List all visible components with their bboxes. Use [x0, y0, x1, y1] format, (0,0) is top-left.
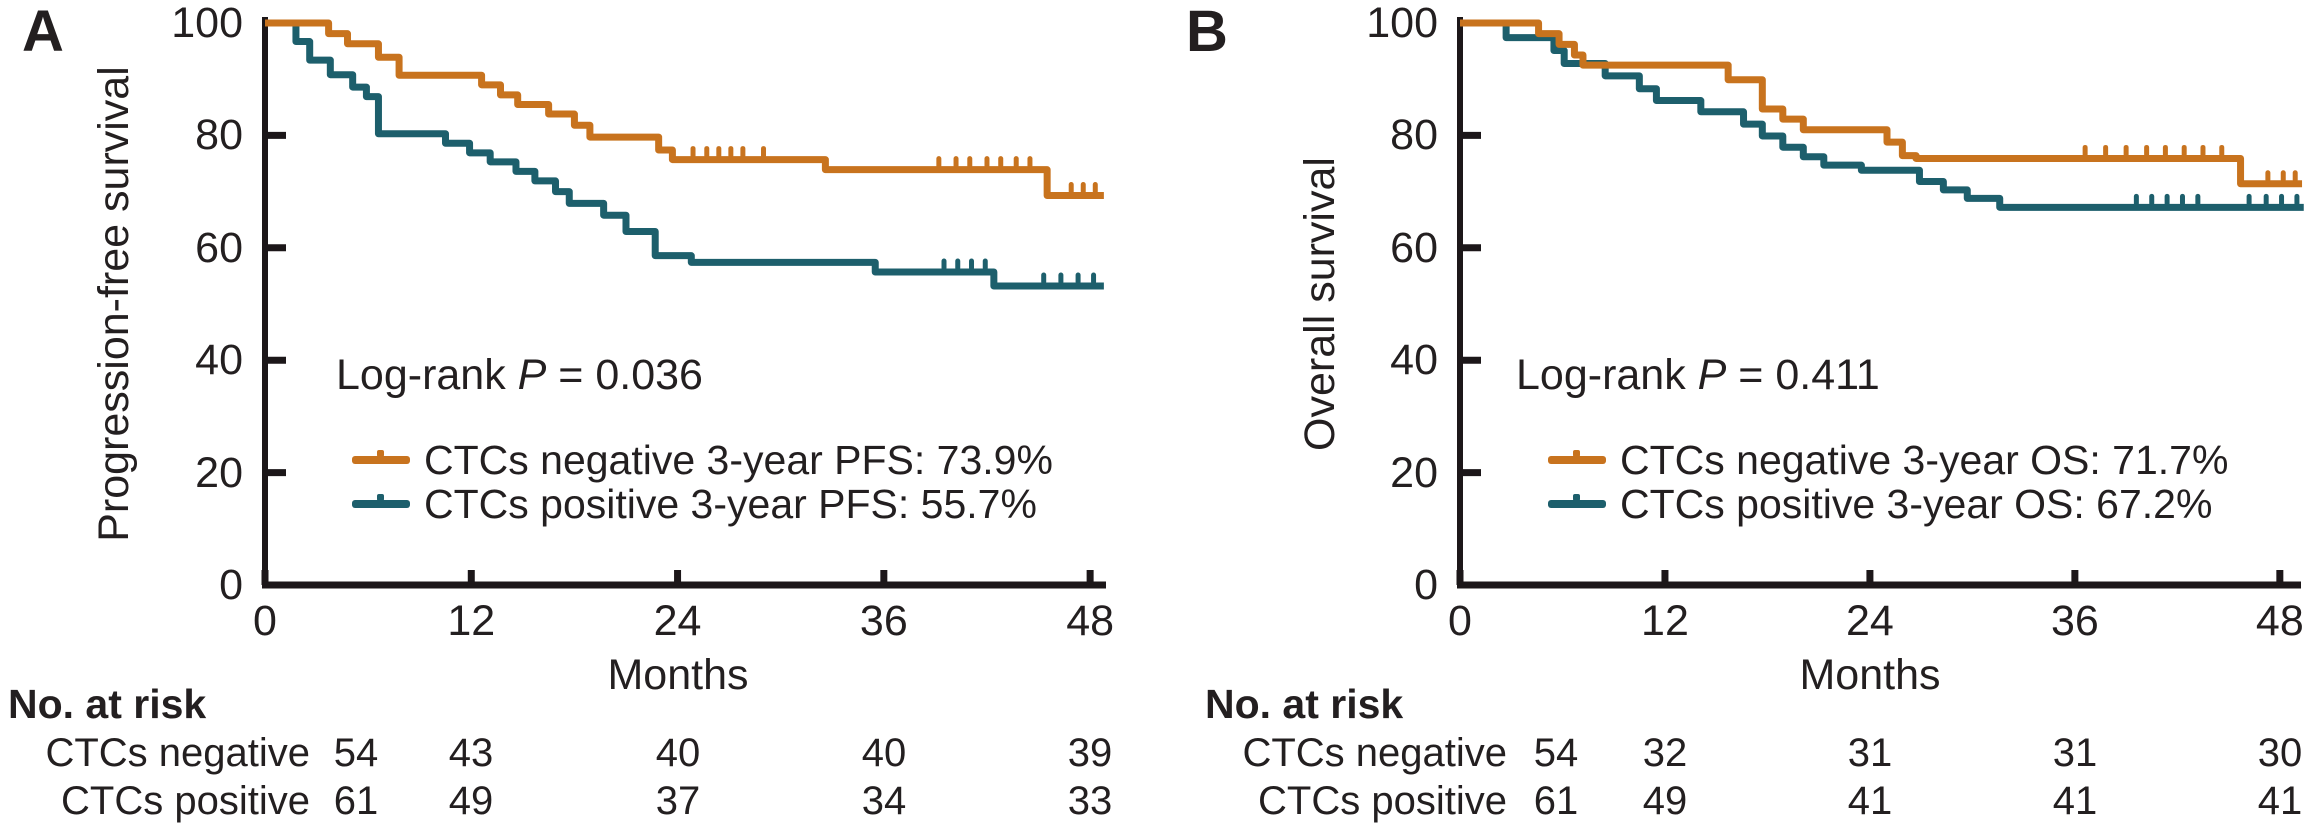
risk-row-label: CTCs positive — [1258, 779, 1507, 823]
risk-count: 49 — [1642, 779, 1688, 823]
x-tick-label: 24 — [653, 597, 702, 645]
legend-swatch — [1548, 500, 1606, 508]
risk-count: 43 — [448, 731, 494, 775]
survival-curve-ctcs-positive — [1460, 19, 2304, 211]
legend-swatch-censor-tick — [377, 494, 384, 501]
x-tick-label: 12 — [1641, 597, 1689, 645]
risk-row-label: CTCs negative — [1242, 731, 1507, 775]
risk-count: 41 — [2257, 779, 2303, 823]
risk-count: 31 — [1847, 731, 1893, 775]
legend-item: CTCs negative 3-year OS: 71.7% — [1548, 434, 2248, 486]
legend-label: CTCs positive 3-year OS: 67.2% — [1620, 481, 2213, 527]
x-tick-label: 0 — [253, 597, 277, 645]
x-tick-label: 12 — [447, 597, 496, 645]
y-tick-label: 40 — [195, 336, 243, 385]
risk-count: 30 — [2257, 731, 2303, 775]
legend-label: CTCs negative 3-year PFS: 73.9% — [424, 437, 1053, 483]
risk-row-label: CTCs positive — [61, 779, 310, 823]
panel-b-x-axis-title: Months — [1799, 651, 1941, 699]
legend-swatch — [1548, 456, 1606, 464]
panel-b-letter: B — [1186, 0, 1228, 64]
risk-count: 41 — [2052, 779, 2098, 823]
y-tick-label: 100 — [171, 0, 243, 47]
risk-count: 31 — [2052, 731, 2098, 775]
risk-count: 61 — [1533, 779, 1579, 823]
logrank-p-symbol: P — [1697, 351, 1727, 399]
legend-swatch-censor-tick — [377, 450, 384, 457]
survival-curve-ctcs-negative — [1460, 19, 2303, 188]
y-tick-label: 20 — [195, 448, 243, 497]
risk-row-label: CTCs negative — [45, 731, 310, 775]
y-tick-label: 20 — [1390, 448, 1438, 497]
y-tick-label: 60 — [195, 223, 243, 272]
legend-item: CTCs positive 3-year OS: 67.2% — [1548, 478, 2248, 530]
risk-count: 34 — [861, 779, 907, 823]
risk-count: 49 — [448, 779, 494, 823]
y-tick-label: 40 — [1390, 336, 1438, 385]
x-tick-label: 36 — [859, 597, 908, 645]
logrank-value: = 0.036 — [546, 351, 703, 399]
risk-count: 40 — [861, 731, 907, 775]
y-tick-label: 0 — [1414, 561, 1438, 609]
panel-a-letter: A — [22, 0, 64, 64]
x-tick-label: 48 — [2255, 597, 2304, 645]
legend-swatch — [352, 500, 410, 508]
logrank-prefix: Log-rank — [1516, 351, 1698, 399]
panel-a-x-axis-title: Months — [607, 651, 749, 699]
x-tick-label: 36 — [2050, 597, 2099, 645]
risk-count: 39 — [1067, 731, 1113, 775]
y-tick-label: 80 — [1390, 111, 1438, 160]
y-tick-label: 0 — [219, 561, 243, 609]
panel-b-y-axis-title: Overall survival — [1296, 157, 1344, 451]
risk-count: 41 — [1847, 779, 1893, 823]
x-tick-label: 48 — [1066, 597, 1115, 645]
legend-label: CTCs negative 3-year OS: 71.7% — [1620, 437, 2229, 483]
legend-swatch — [352, 456, 410, 464]
panel-b-logrank-annotation: Log-rank P = 0.411 — [1516, 349, 1880, 401]
risk-count: 54 — [333, 731, 379, 775]
y-tick-label: 60 — [1390, 223, 1438, 272]
panel-a-risk-table-title: No. at risk — [8, 681, 207, 727]
y-tick-label: 100 — [1366, 0, 1438, 47]
risk-count: 32 — [1642, 731, 1688, 775]
survival-curve-ctcs-positive — [265, 19, 1104, 290]
survival-curve-ctcs-negative — [265, 19, 1104, 200]
risk-count: 54 — [1533, 731, 1579, 775]
logrank-prefix: Log-rank — [336, 351, 518, 399]
logrank-p-symbol: P — [517, 351, 547, 399]
risk-count: 61 — [333, 779, 379, 823]
legend-label: CTCs positive 3-year PFS: 55.7% — [424, 481, 1037, 527]
risk-count: 40 — [655, 731, 701, 775]
legend-swatch-censor-tick — [1573, 494, 1580, 501]
x-tick-label: 0 — [1448, 597, 1472, 645]
x-tick-label: 24 — [1845, 597, 1894, 645]
legend-swatch-censor-tick — [1573, 450, 1580, 457]
risk-count: 37 — [655, 779, 701, 823]
legend-item: CTCs negative 3-year PFS: 73.9% — [352, 434, 1053, 486]
panel-a-logrank-annotation: Log-rank P = 0.036 — [336, 349, 703, 401]
legend-item: CTCs positive 3-year PFS: 55.7% — [352, 478, 1052, 530]
panel-a-y-axis-title: Progression-free survival — [90, 66, 138, 542]
panel-b-risk-table-title: No. at risk — [1205, 681, 1404, 727]
logrank-value: = 0.411 — [1726, 351, 1880, 399]
y-tick-label: 80 — [195, 111, 243, 160]
risk-count: 33 — [1067, 779, 1113, 823]
